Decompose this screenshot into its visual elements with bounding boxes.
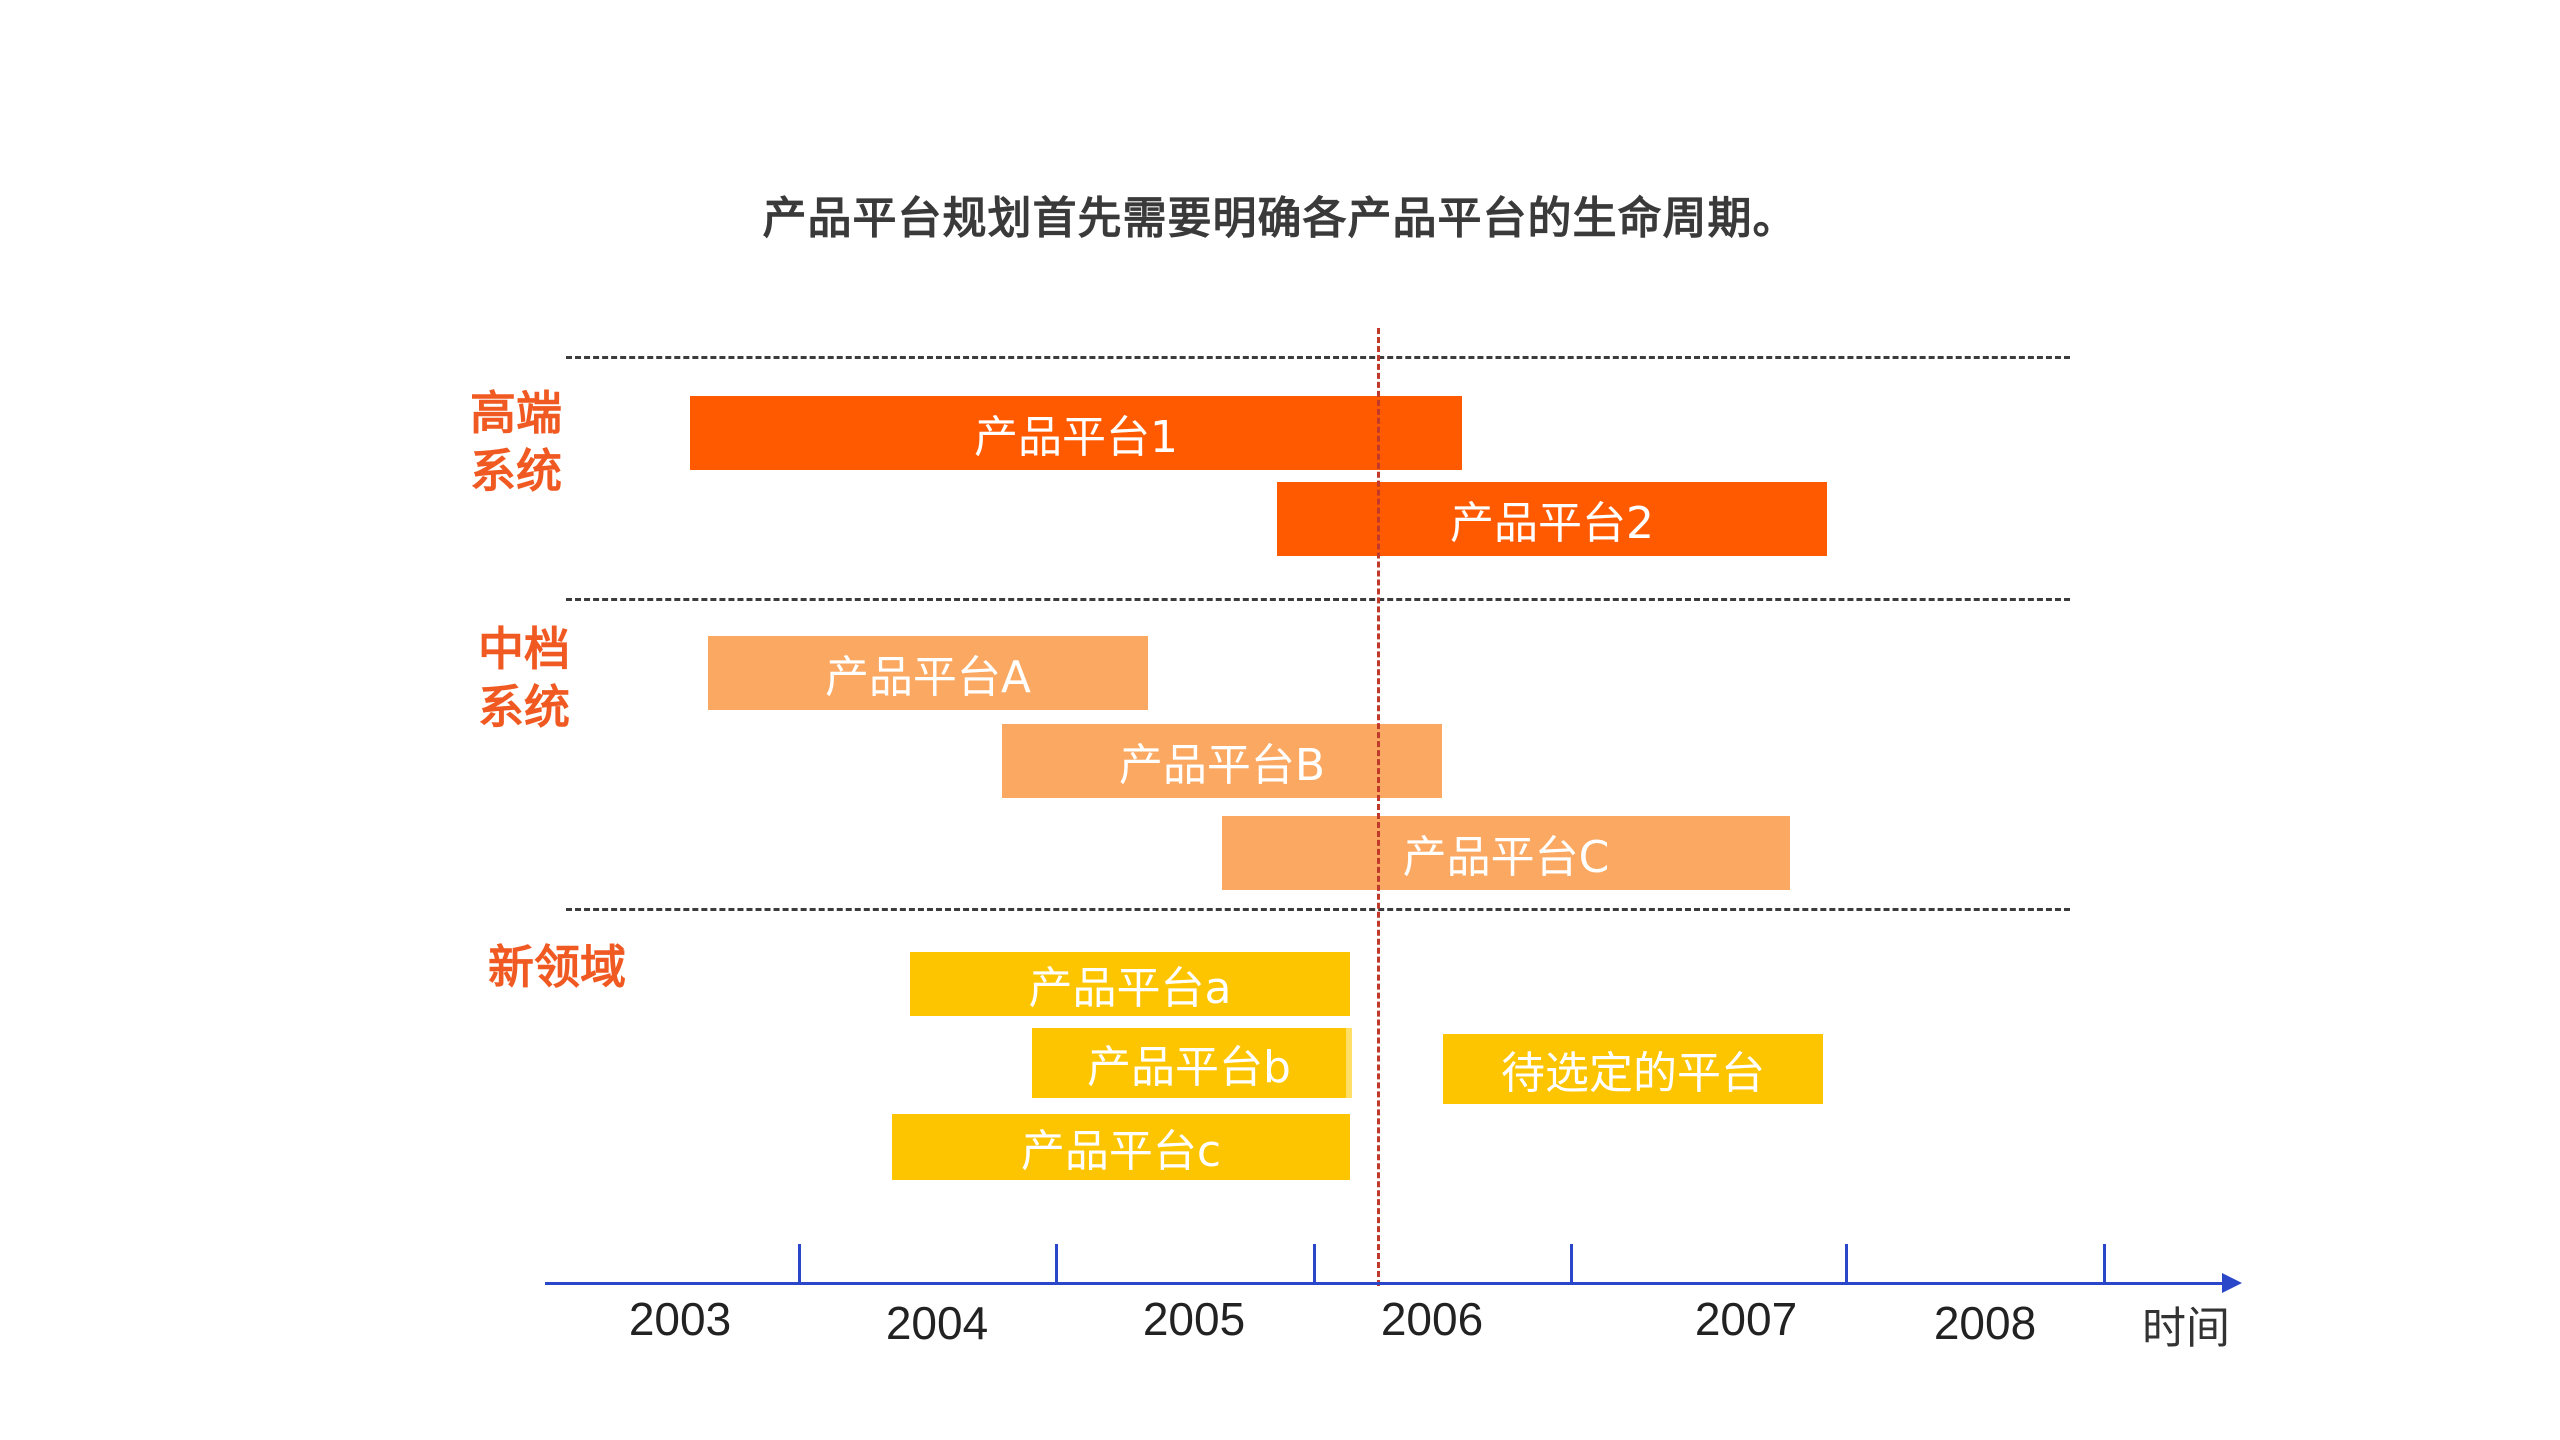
group-label-new-domain: 新领域 [488, 940, 626, 994]
year-label-2004: 2004 [885, 1297, 989, 1349]
axis-tick [1845, 1244, 1848, 1282]
platform-bar-a: 产品平台A [708, 636, 1148, 710]
platform-bar-lower-b: 产品平台b [1032, 1028, 1352, 1098]
group-label-mid-range: 中档 系统 [478, 622, 570, 734]
year-label-2006: 2006 [1380, 1293, 1484, 1345]
axis-label-time: 时间 [2142, 1303, 2230, 1354]
axis-tick [1313, 1244, 1316, 1282]
page-title: 产品平台规划首先需要明确各产品平台的生命周期。 [762, 193, 1798, 244]
axis-tick [2103, 1244, 2106, 1282]
platform-bar-c: 产品平台C [1222, 816, 1790, 890]
current-time-marker [1377, 328, 1380, 1286]
year-label-2005: 2005 [1142, 1293, 1246, 1345]
platform-bar-lower-c: 产品平台c [892, 1114, 1350, 1180]
time-axis-arrow [2222, 1273, 2242, 1293]
axis-tick [798, 1244, 801, 1282]
divider-middle [566, 598, 2070, 601]
platform-bar-lower-a: 产品平台a [910, 952, 1350, 1016]
group-label-high-end: 高端 系统 [470, 386, 562, 498]
year-label-2007: 2007 [1694, 1293, 1798, 1345]
year-label-2003: 2003 [628, 1293, 732, 1345]
year-label-2008: 2008 [1933, 1297, 2037, 1349]
divider-bottom [566, 908, 2070, 911]
axis-tick [1570, 1244, 1573, 1282]
platform-bar-1: 产品平台1 [690, 396, 1462, 470]
divider-top [566, 356, 2070, 359]
platform-bar-b: 产品平台B [1002, 724, 1442, 798]
axis-tick [1055, 1244, 1058, 1282]
time-axis [545, 1282, 2225, 1285]
platform-bar-to-be-selected: 待选定的平台 [1443, 1034, 1823, 1104]
platform-bar-2: 产品平台2 [1277, 482, 1827, 556]
